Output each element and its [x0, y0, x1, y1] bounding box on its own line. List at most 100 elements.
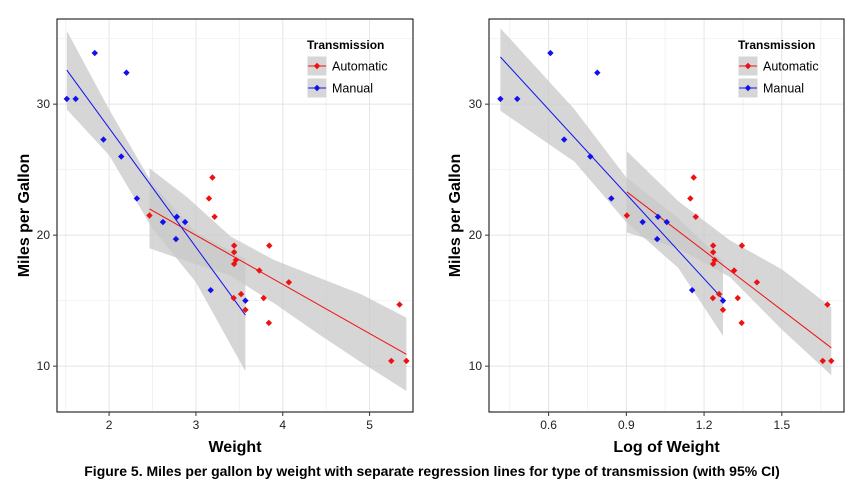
- legend: Transmission Automatic Manual: [306, 38, 388, 99]
- x-tick-label: 5: [366, 418, 373, 432]
- ci-band-manual: [500, 28, 723, 336]
- data-point-manual: [181, 218, 189, 226]
- legend-label-manual: Manual: [763, 82, 804, 96]
- data-point-automatic: [230, 248, 238, 256]
- legend-key-point: [313, 62, 321, 70]
- data-point-automatic: [828, 357, 835, 365]
- data-point-automatic: [753, 279, 761, 286]
- data-point-automatic: [692, 213, 699, 221]
- chart-panel-1: 2 3 4 5 10 20 30 Weight Miles per Gallon Transmis…: [16, 18, 414, 456]
- data-point-automatic: [388, 357, 395, 365]
- x-axis-title: Log of Weight: [613, 439, 720, 456]
- legend-key-point: [744, 84, 752, 92]
- data-point-manual: [663, 218, 670, 226]
- data-point-automatic: [709, 248, 717, 256]
- data-point-manual: [242, 297, 249, 304]
- legend-label-manual: Manual: [332, 82, 373, 96]
- data-point-automatic: [738, 319, 745, 327]
- data-point-automatic: [230, 294, 237, 302]
- data-point-automatic: [266, 242, 273, 249]
- y-tick-label: 10: [469, 359, 483, 373]
- data-point-automatic: [623, 212, 631, 219]
- data-point-automatic: [719, 306, 727, 314]
- ci-band-automatic: [626, 151, 832, 376]
- y-tick-label: 30: [37, 97, 51, 111]
- data-point-manual: [133, 195, 141, 202]
- y-tick-label: 20: [37, 228, 51, 242]
- y-tick-label: 20: [469, 228, 483, 242]
- data-point-automatic: [242, 306, 249, 314]
- data-point-automatic: [209, 174, 216, 181]
- data-point-automatic: [403, 357, 410, 365]
- x-tick-label: 2: [106, 418, 113, 432]
- data-point-automatic: [230, 242, 238, 249]
- data-point-manual: [514, 95, 521, 103]
- regression-line-automatic: [626, 191, 832, 349]
- data-point-automatic: [730, 267, 738, 274]
- y-tick-label: 10: [37, 359, 51, 373]
- data-point-manual: [123, 69, 130, 76]
- data-point-manual: [719, 297, 727, 304]
- data-point-manual: [63, 95, 71, 103]
- figure-caption: Figure 5. Miles per gallon by weight wit…: [84, 463, 780, 479]
- x-tick-label: 1.2: [696, 418, 713, 432]
- chart-panel-2: 0.6 0.9 1.2 1.5 10 20 30 Log of Weight Miles per…: [447, 18, 845, 456]
- data-point-automatic: [265, 319, 273, 327]
- data-point-automatic: [711, 256, 718, 264]
- data-point-manual: [159, 218, 167, 226]
- legend-title: Transmission: [307, 38, 384, 52]
- data-point-manual: [100, 136, 107, 143]
- x-axis-title: Weight: [208, 439, 262, 456]
- legend-label-automatic: Automatic: [332, 60, 388, 74]
- regression-line-manual: [66, 69, 246, 316]
- legend-key-point: [744, 62, 752, 70]
- data-point-automatic: [715, 290, 723, 298]
- data-point-automatic: [687, 195, 694, 202]
- data-point-automatic: [738, 242, 746, 249]
- data-point-manual: [653, 235, 661, 243]
- data-point-manual: [91, 49, 98, 57]
- data-point-manual: [594, 69, 601, 76]
- regression-line-automatic: [149, 208, 407, 355]
- data-point-automatic: [211, 213, 218, 221]
- legend-key-point: [313, 84, 321, 92]
- data-point-automatic: [709, 260, 717, 268]
- x-tick-label: 4: [279, 418, 286, 432]
- data-point-automatic: [260, 294, 267, 302]
- data-point-manual: [547, 49, 554, 57]
- data-point-manual: [688, 286, 696, 294]
- ci-band-automatic: [149, 168, 407, 391]
- data-point-automatic: [237, 290, 245, 298]
- ci-band-manual: [66, 30, 246, 372]
- data-point-automatic: [734, 294, 741, 302]
- data-point-manual: [72, 95, 79, 103]
- y-tick-label: 30: [469, 97, 483, 111]
- data-point-manual: [608, 195, 615, 202]
- x-tick-label: 3: [193, 418, 200, 432]
- data-point-automatic: [230, 260, 238, 268]
- data-point-manual: [118, 153, 125, 160]
- data-point-automatic: [819, 357, 826, 365]
- data-point-automatic: [205, 195, 213, 202]
- data-point-automatic: [709, 294, 717, 302]
- data-point-manual: [639, 218, 646, 226]
- x-tick-label: 0.6: [540, 418, 557, 432]
- data-point-automatic: [709, 242, 717, 249]
- x-tick-label: 1.5: [773, 418, 790, 432]
- data-point-manual: [172, 235, 180, 243]
- legend-title: Transmission: [738, 38, 815, 52]
- data-point-automatic: [690, 174, 697, 181]
- data-point-manual: [560, 136, 568, 143]
- legend: Transmission Automatic Manual: [737, 38, 819, 99]
- data-point-manual: [654, 213, 662, 221]
- data-point-automatic: [256, 267, 263, 274]
- data-point-automatic: [396, 301, 403, 308]
- regression-line-manual: [500, 56, 724, 300]
- data-point-automatic: [285, 279, 293, 286]
- y-axis-title: Miles per Gallon: [447, 154, 464, 278]
- data-point-manual: [587, 153, 594, 160]
- data-point-manual: [497, 95, 504, 103]
- data-point-manual: [173, 213, 181, 221]
- y-axis-title: Miles per Gallon: [16, 154, 33, 278]
